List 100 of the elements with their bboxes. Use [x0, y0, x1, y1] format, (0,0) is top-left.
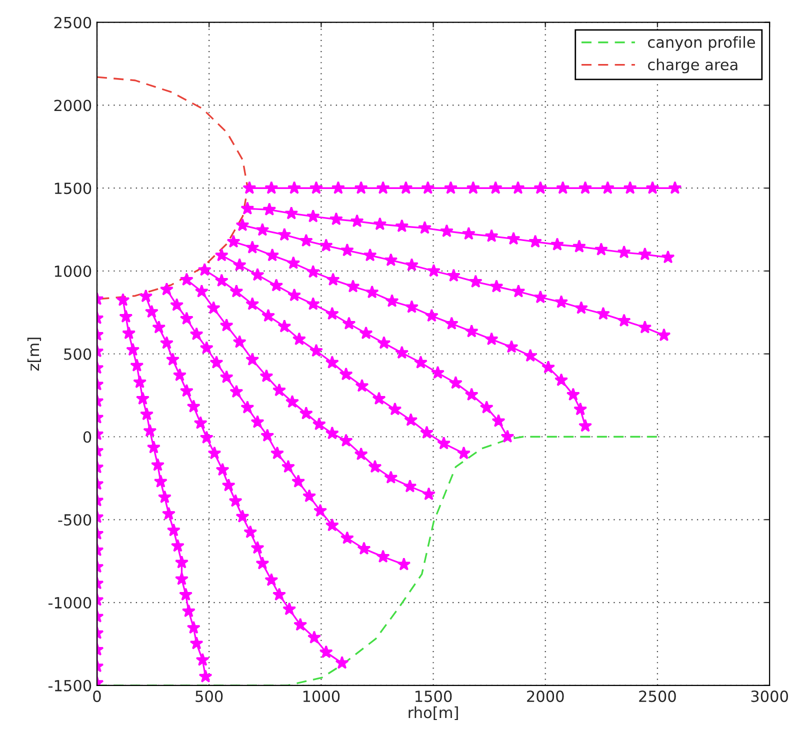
point: [414, 356, 428, 369]
point: [578, 181, 592, 194]
point: [424, 308, 438, 322]
point: [646, 181, 660, 194]
point: [250, 540, 264, 554]
point: [200, 430, 214, 444]
point: [126, 342, 140, 356]
point: [160, 282, 174, 296]
point: [144, 304, 158, 318]
point: [240, 202, 254, 215]
point: [256, 222, 270, 236]
point: [574, 301, 588, 314]
point: [600, 181, 614, 194]
point: [170, 538, 184, 552]
point: [404, 258, 419, 272]
point: [528, 234, 542, 248]
point: [363, 248, 377, 262]
point: [166, 523, 180, 536]
point: [335, 656, 349, 669]
point: [346, 279, 360, 292]
x-tick-label: 2500: [639, 690, 676, 702]
point: [462, 226, 476, 240]
point: [404, 413, 418, 426]
point: [172, 368, 186, 382]
x-tick-label: 2000: [527, 690, 564, 702]
point: [668, 181, 682, 194]
point: [534, 181, 548, 194]
point: [146, 440, 160, 454]
point: [554, 295, 568, 308]
point: [228, 494, 242, 507]
y-tick-label: 1500: [54, 182, 92, 194]
point: [339, 367, 353, 380]
point: [214, 274, 228, 287]
point: [266, 248, 280, 262]
point: [250, 415, 264, 428]
point: [325, 518, 339, 532]
x-tick-label: 0: [93, 690, 101, 702]
y-tick-label: -500: [58, 514, 92, 526]
point: [256, 556, 270, 570]
point: [484, 332, 498, 346]
point: [246, 240, 260, 254]
point: [130, 358, 144, 372]
point: [230, 384, 244, 398]
point: [196, 652, 210, 666]
point: [264, 181, 278, 194]
point: [262, 202, 276, 216]
y-tick-label: -1000: [48, 596, 92, 609]
point: [342, 316, 356, 330]
point: [524, 348, 538, 362]
point: [198, 262, 212, 276]
point: [421, 181, 435, 194]
point: [448, 376, 462, 389]
point: [331, 181, 345, 194]
point: [437, 436, 451, 450]
y-tick-label: 2000: [54, 100, 92, 112]
point: [384, 253, 398, 266]
point: [440, 224, 454, 238]
point: [162, 506, 176, 520]
point: [578, 418, 592, 432]
point: [512, 284, 526, 298]
point: [617, 245, 631, 258]
point: [365, 285, 379, 298]
y-tick-label: 0: [83, 431, 92, 443]
point: [418, 220, 432, 234]
point: [116, 293, 130, 306]
point: [244, 525, 258, 538]
point: [246, 352, 260, 366]
point: [638, 247, 652, 260]
point: [373, 217, 387, 230]
point: [200, 340, 214, 354]
point: [359, 326, 373, 340]
point: [325, 356, 339, 369]
point: [246, 297, 260, 310]
point: [286, 256, 300, 270]
point: [397, 557, 411, 570]
point: [190, 636, 204, 650]
point: [214, 248, 228, 262]
point: [554, 373, 568, 386]
x-tick-label: 3000: [751, 690, 788, 702]
point: [468, 274, 482, 288]
point: [180, 272, 194, 286]
point: [377, 336, 391, 349]
point: [617, 314, 631, 327]
point: [178, 588, 193, 601]
point: [281, 460, 296, 473]
point: [194, 284, 208, 298]
point: [430, 366, 445, 379]
point: [220, 318, 234, 332]
point: [174, 555, 189, 568]
point: [288, 288, 302, 302]
point: [278, 319, 292, 332]
point: [174, 572, 189, 586]
point: [292, 474, 306, 488]
point: [326, 272, 340, 286]
point: [230, 284, 244, 298]
point: [186, 620, 200, 634]
point: [154, 474, 168, 488]
point: [661, 250, 675, 264]
point: [261, 308, 276, 322]
x-axis-title: rho[m]: [408, 706, 458, 720]
